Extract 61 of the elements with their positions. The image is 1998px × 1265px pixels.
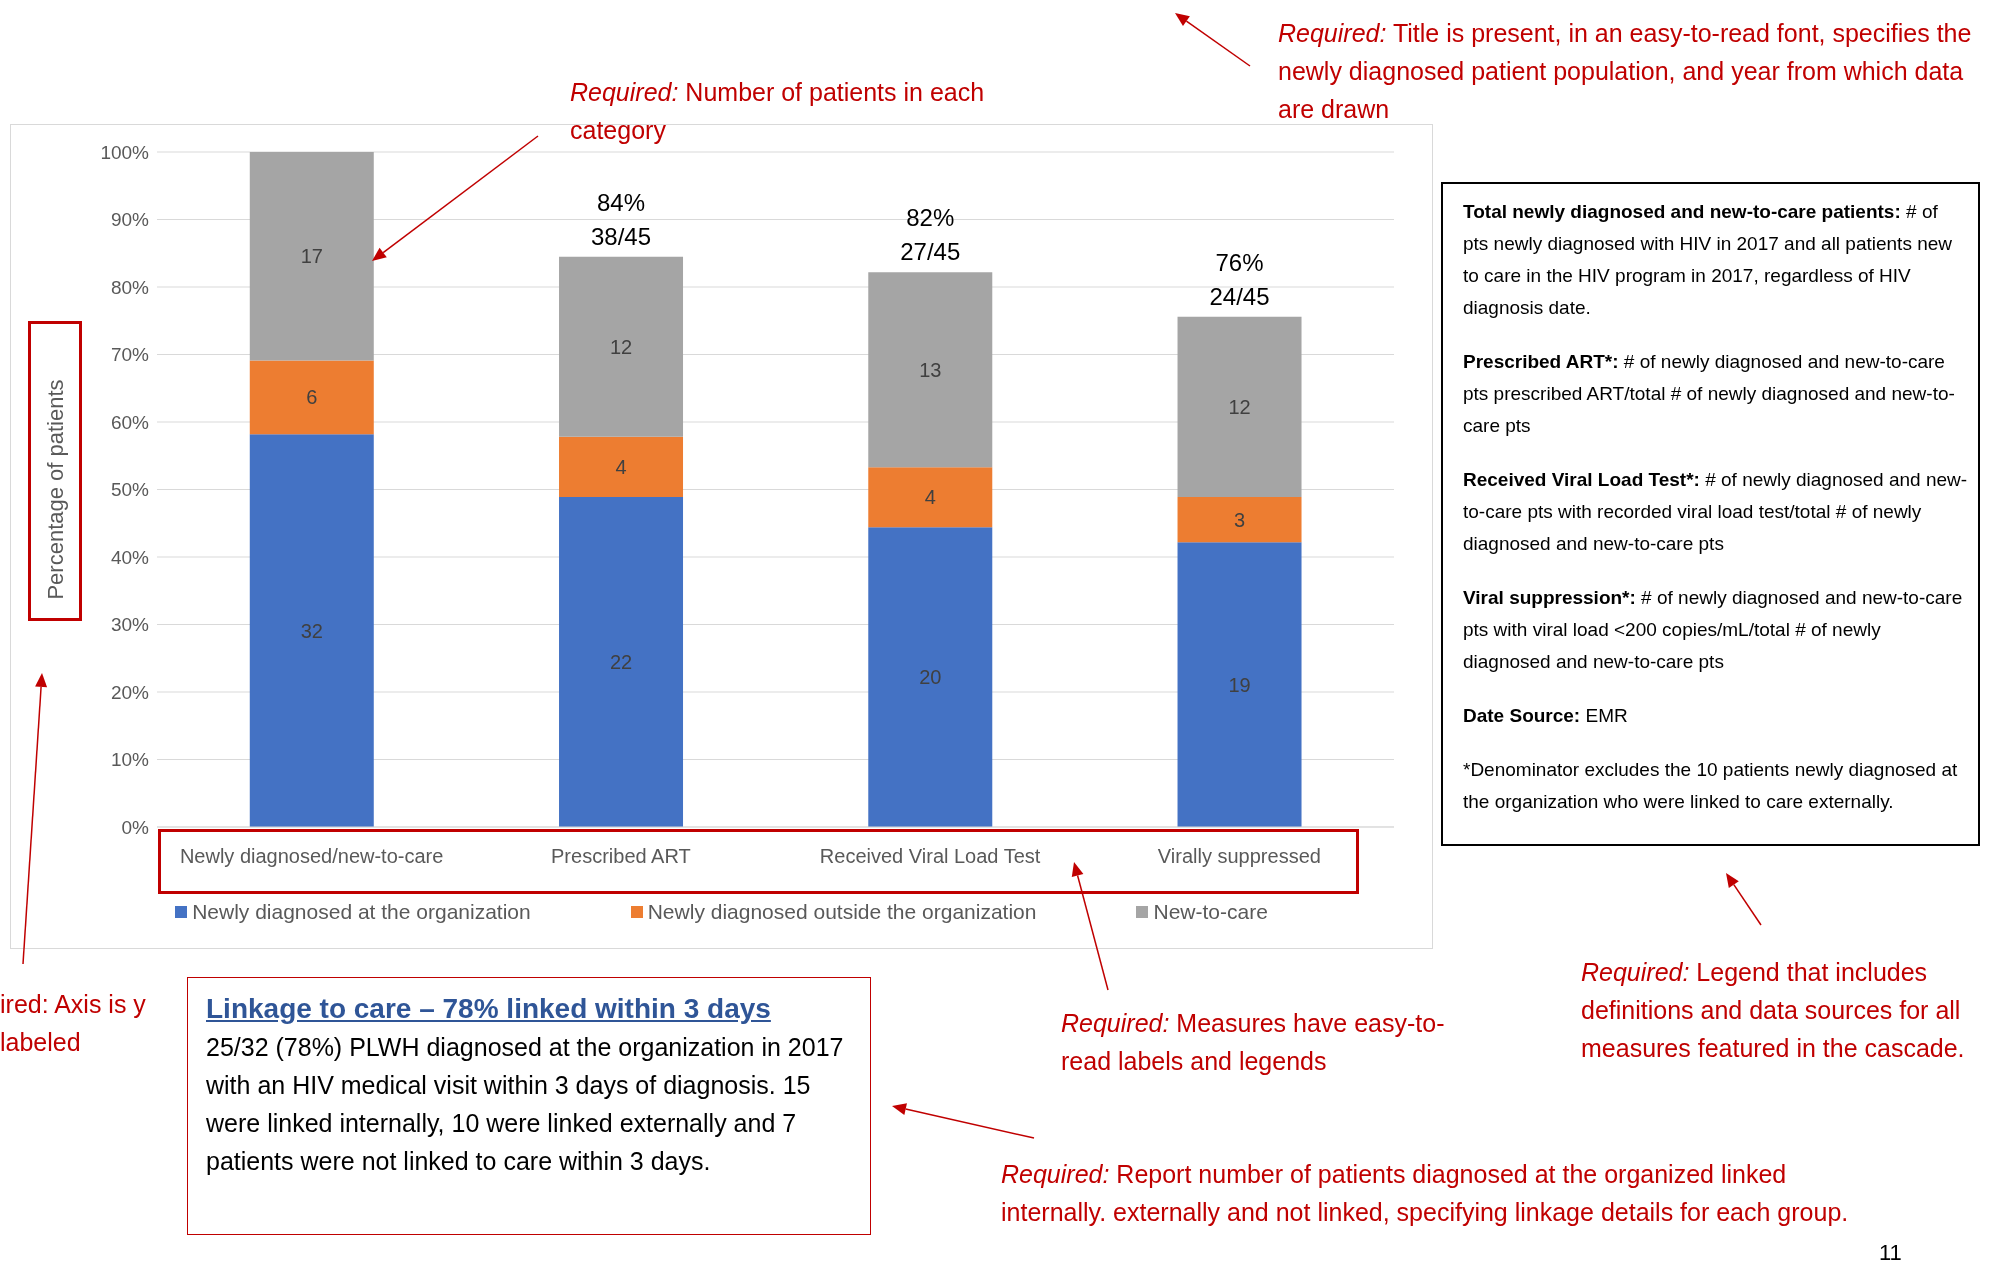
text: Linkage to care – 78% linked within 3 days [206, 992, 772, 1026]
bar [559, 256, 684, 437]
y-tick-label: 90% [110, 209, 150, 231]
bar [1177, 316, 1302, 497]
text: ired: Axis is y labeled [0, 989, 147, 1058]
annotation: 19 [1228, 673, 1251, 696]
text: Required: Legend that includes definitions and data sources for all measures featured in the cascade. [1581, 957, 1966, 1064]
annotation: 4 [615, 455, 627, 478]
x-tick-label: Newly diagnosed/new-to-care [179, 845, 444, 868]
annotation: 4 [924, 486, 936, 509]
bar [868, 527, 993, 827]
y-axis-title: Percentage of patients [42, 379, 68, 600]
annotation: 12 [1228, 395, 1251, 418]
text: Date Source: EMR [1463, 704, 1629, 728]
bar [1177, 496, 1302, 543]
y-tick-label: 80% [110, 276, 150, 298]
legend-label: New-to-care [1152, 900, 1268, 924]
y-tick-label: 10% [110, 749, 150, 771]
y-tick-label: 0% [121, 816, 150, 838]
text: Required: Number of patients in each category [570, 77, 986, 146]
text: Received Viral Load Test*: # of newly diagnosed and new-to-care pts with recorded viral load test/total # of newly diagnosed and new-to-care pts [1463, 468, 1968, 556]
y-tick-label: 40% [110, 546, 150, 568]
bar [249, 152, 374, 361]
y-tick-label: 30% [110, 614, 150, 636]
bar [249, 434, 374, 827]
text: Required: Measures have easy-to-read labels and legends [1061, 1008, 1446, 1077]
x-tick-label: Virally suppressed [1157, 845, 1321, 868]
text: *Denominator excludes the 10 patients newly diagnosed at the organization who were linked to care externally. [1463, 758, 1959, 814]
y-tick-label: 100% [100, 141, 150, 163]
text: 25/32 (78%) PLWH diagnosed at the organization in 2017 with an HIV medical visit within 3 days of diagnosis. 15 were linked internally, 10 were linked externally and 7 patients were not linked to care within 3 days. [206, 1032, 845, 1177]
text: Required: Title is present, in an easy-to-read font, specifies the newly diagnosed patient population, and year from which data are drawn [1278, 18, 1973, 125]
total-label: 76% 24/45 [1209, 248, 1270, 310]
text: Prescribed ART*: # of newly diagnosed and new-to-care pts prescribed ART/total # of newly diagnosed and new-to-care pts [1463, 350, 1956, 438]
x-tick-label: Received Viral Load Test [819, 845, 1041, 868]
legend-label: Newly diagnosed outside the organization [646, 900, 1037, 924]
annotation: 6 [306, 386, 318, 409]
annotation: 22 [609, 650, 633, 673]
text: Viral suppression*: # of newly diagnosed and new-to-care pts with viral load <200 copies/mL/total # of newly diagnosed and new-to-care pts [1463, 586, 1964, 674]
text: Total newly diagnosed and new-to-care patients: # of pts newly diagnosed with HIV in 2017 and all patients new to care in the HIV program in 2017, regardless of HIV diagnosis date. [1463, 200, 1954, 320]
y-tick-label: 70% [110, 344, 150, 366]
y-tick-label: 50% [110, 479, 150, 501]
bar [559, 436, 684, 497]
bar [868, 272, 993, 468]
bar [1177, 542, 1302, 827]
annotation: 3 [1233, 508, 1246, 531]
text: 11 [1879, 1240, 1902, 1265]
bar [559, 496, 684, 827]
annotation: 17 [300, 245, 323, 268]
annotation: 32 [300, 619, 323, 642]
y-tick-label: 60% [110, 411, 150, 433]
annotation: 13 [919, 358, 942, 381]
bar [868, 467, 993, 528]
x-tick-label: Prescribed ART [551, 845, 691, 868]
annotation: 20 [919, 666, 942, 689]
bar [249, 360, 374, 435]
text: Required: Report number of patients diagnosed at the organized linked internally. externally and not linked, specifying linkage details for each group. [1001, 1159, 1850, 1228]
y-tick-label: 20% [110, 681, 150, 703]
total-label: 82% 27/45 [900, 204, 961, 266]
legend-label: Newly diagnosed at the organization [191, 900, 531, 924]
total-label: 84% 38/45 [590, 188, 652, 250]
annotation: 12 [609, 335, 633, 358]
